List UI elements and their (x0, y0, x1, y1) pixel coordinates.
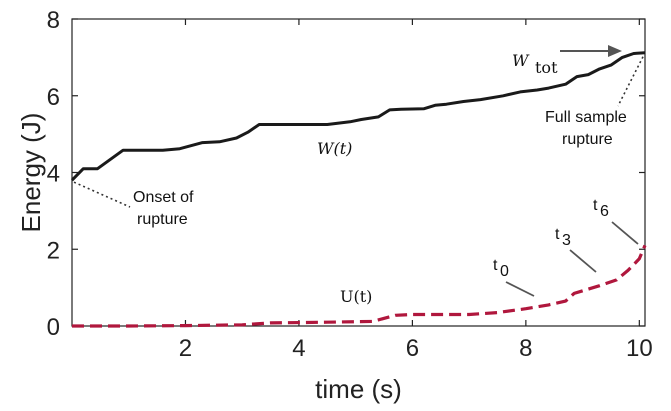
y-axis-label: Energy (J) (16, 113, 46, 233)
full-rupture-label-line2: rupture (562, 131, 613, 148)
w-tot-subscript: tot (535, 58, 558, 77)
y-tick-label: 4 (47, 161, 60, 188)
w-tot-arrow-head (608, 45, 622, 57)
t0-subscript: 0 (500, 263, 509, 280)
x-axis-label: time (s) (315, 374, 402, 404)
onset-label-line1: Onset of (133, 189, 194, 206)
series-line-u (72, 244, 647, 328)
onset-leader-line (73, 181, 131, 208)
x-tick-label: 2 (179, 335, 192, 362)
x-tick-label: 10 (626, 335, 653, 362)
x-tick-label: 8 (519, 335, 532, 362)
full-rupture-leader-line (617, 56, 644, 107)
x-tick-label: 6 (406, 335, 419, 362)
w-series-label: W(t) (317, 139, 352, 158)
w-tot-label: W (512, 51, 530, 70)
t6-subscript: 6 (600, 203, 609, 220)
t6-label: t (593, 197, 598, 214)
t3-label: t (555, 226, 560, 243)
full-rupture-label-line1: Full sample (545, 109, 627, 126)
t6-pointer (611, 221, 639, 245)
y-tick-label: 8 (47, 7, 60, 34)
y-tick-label: 0 (47, 314, 60, 341)
t3-subscript: 3 (562, 232, 571, 249)
y-tick-label: 6 (47, 84, 60, 111)
onset-label-line2: rupture (137, 211, 188, 228)
t0-label: t (493, 257, 498, 274)
plot-frame (71, 18, 646, 327)
series-line-w (70, 51, 646, 182)
t0-pointer (505, 281, 535, 297)
y-tick-label: 2 (47, 237, 60, 264)
u-series-label: U(t) (340, 287, 372, 306)
t3-pointer (569, 249, 597, 273)
x-tick-label: 4 (292, 335, 305, 362)
